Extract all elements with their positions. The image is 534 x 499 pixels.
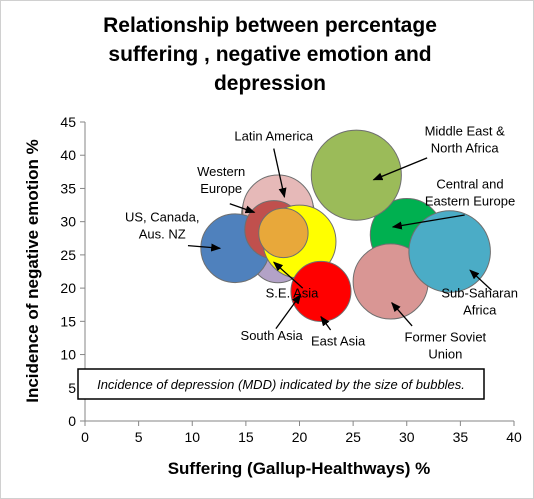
- y-axis-title: Incidence of negative emotion %: [23, 139, 42, 403]
- annotation-box: [77, 368, 485, 400]
- x-tick-label: 40: [506, 429, 522, 445]
- chart-title-line-3: depression: [214, 72, 326, 95]
- bubble-label-3-line-0: Sub-Saharan: [441, 285, 518, 300]
- x-tick-label: 35: [453, 429, 469, 445]
- bubble-10: [258, 207, 309, 259]
- bubble-label-7-line-0: US, Canada,: [125, 210, 199, 225]
- bubble-label-1-line-1: Eastern Europe: [425, 193, 515, 208]
- y-tick-label: 30: [60, 214, 76, 230]
- y-tick-label: 15: [60, 313, 76, 329]
- bubble-label-5-line-0: Western: [197, 164, 245, 179]
- bubble-label-0-line-0: S.E. Asia: [266, 285, 320, 300]
- bubble-label-2-line-0: Former Soviet: [405, 329, 487, 344]
- bubble-label-2-line-1: Union: [428, 346, 462, 361]
- bubble-arrow-4: [372, 157, 428, 181]
- bubble-label-7-line-1: Aus. NZ: [139, 227, 186, 242]
- bubble-3: [408, 210, 491, 293]
- annotation-text: Incidence of depression (MDD) indicated …: [97, 377, 465, 392]
- bubble-label-4-line-1: North Africa: [431, 140, 500, 155]
- y-tick-label: 5: [68, 380, 76, 396]
- bubble-label-6-line-0: Latin America: [234, 129, 314, 144]
- bubble-arrow-3: [469, 269, 492, 291]
- bubble-4: [310, 129, 402, 221]
- x-tick-label: 30: [399, 429, 415, 445]
- bubble-arrow-9: [275, 293, 302, 330]
- x-tick-label: 5: [135, 429, 143, 445]
- bubble-label-1-line-0: Central and: [436, 176, 503, 191]
- bubble-arrow-2: [391, 301, 413, 327]
- y-tick-label: 20: [60, 280, 76, 296]
- bubble-layer: [200, 129, 491, 322]
- bubble-arrow-0: [273, 261, 304, 289]
- x-axis-title: Suffering (Gallup-Healthways) %: [168, 459, 431, 478]
- y-tick-label: 25: [60, 247, 76, 263]
- y-tick-label: 45: [60, 114, 76, 130]
- x-tick-label: 25: [345, 429, 361, 445]
- y-tick-label: 10: [60, 347, 76, 363]
- bubble-label-4-line-0: Middle East &: [425, 123, 506, 138]
- bubble-labels: S.E. Asia Central and Eastern Europe Former…: [125, 123, 518, 361]
- bubble-arrow-7: [187, 243, 222, 252]
- chart-title-line-2: suffering , negative emotion and: [108, 43, 431, 66]
- chart-title-line-1: Relationship between percentage: [103, 14, 437, 37]
- bubble-label-3-line-1: Africa: [463, 302, 497, 317]
- bubble-arrow-5: [229, 203, 256, 214]
- bubble-arrow-1: [391, 214, 465, 230]
- bubble-arrow-6: [273, 148, 287, 199]
- bubble-label-5-line-1: Europe: [200, 181, 242, 196]
- x-tick-label: 15: [238, 429, 254, 445]
- y-tick-label: 40: [60, 147, 76, 163]
- bubble-label-9-line-0: South Asia: [241, 328, 304, 343]
- bubble-arrow-11: [320, 315, 332, 331]
- bubble-label-11-line-0: East Asia: [311, 333, 366, 348]
- x-tick-label: 20: [292, 429, 308, 445]
- axes: 0 5 10 15 20 25 30 35 40 0 5 10 15 20 25 30 35 40 45: [60, 114, 522, 445]
- y-tick-label: 35: [60, 180, 76, 196]
- x-tick-label: 10: [184, 429, 200, 445]
- x-tick-label: 0: [81, 429, 89, 445]
- y-tick-label: 0: [68, 413, 76, 429]
